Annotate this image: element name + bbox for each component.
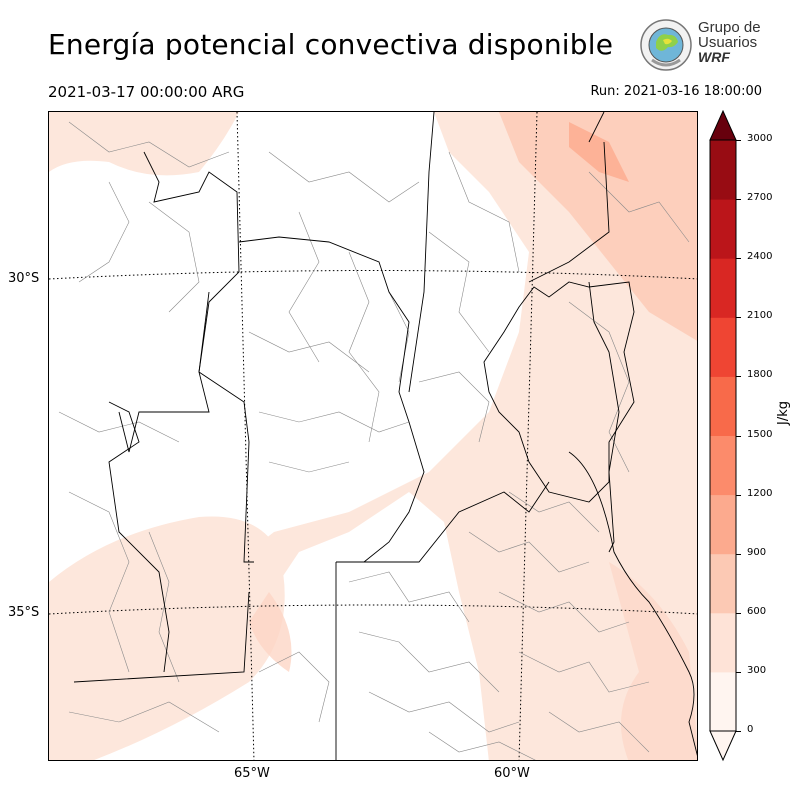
colorbar-tick-mark — [736, 317, 741, 319]
cape-sw — [49, 516, 285, 760]
cape-nw — [49, 112, 239, 176]
boundary-rioplata — [568, 451, 697, 756]
cape-ne-band — [229, 112, 697, 760]
colorbar-tick-label: 600 — [747, 605, 767, 617]
parallel-35s — [49, 604, 697, 615]
lon-label-65w: 65°W — [234, 766, 270, 781]
colorbar-extend-min-arrow — [709, 730, 737, 762]
colorbar-segment — [710, 317, 736, 377]
run-time: Run: 2021-03-16 18:00:00 — [590, 84, 762, 99]
colorbar-extend-max-arrow — [709, 109, 737, 141]
colorbar-segment — [710, 140, 736, 200]
lon-label-60w: 60°W — [494, 766, 530, 781]
colorbar — [706, 109, 740, 766]
colorbar-tick-mark — [736, 199, 741, 201]
meridian-65w — [236, 112, 255, 760]
colorbar-segment — [710, 199, 736, 259]
colorbar-tick-label: 1200 — [747, 487, 773, 499]
colorbar-segment — [710, 553, 736, 614]
colorbar-tick-mark — [736, 553, 741, 555]
boundary-entrerios — [483, 281, 635, 503]
boundary-west-1 — [118, 151, 240, 453]
cape-sw-mid — [249, 592, 292, 672]
logo-line3: WRF — [698, 49, 730, 65]
colorbar-tick-mark — [736, 376, 741, 378]
cape-max — [569, 122, 629, 182]
province-boundaries — [73, 112, 697, 760]
logo-line2: Usuarios — [698, 34, 758, 51]
colorbar-tick-label: 3000 — [747, 133, 773, 144]
lat-label-35s: 35°S — [8, 605, 40, 620]
chart-title: Energía potencial convectiva disponible — [48, 28, 614, 61]
colorbar-unit: J/kg — [776, 401, 791, 425]
cape-se-coast — [609, 562, 697, 760]
colorbar-tick-label: 2400 — [747, 251, 773, 263]
colorbar-tick-mark — [736, 258, 741, 260]
colorbar-segment — [710, 435, 736, 496]
logo-line1: Grupo de — [698, 19, 761, 36]
colorbar-segment — [710, 376, 736, 436]
colorbar-segment — [710, 671, 736, 732]
colorbar-tick-mark — [736, 140, 741, 141]
cape-shading — [49, 112, 697, 760]
boundary-uruguay — [528, 112, 610, 283]
cape-east-core — [499, 112, 697, 341]
colorbar-tick-label: 2700 — [747, 192, 773, 204]
colorbar-tick-label: 1500 — [747, 428, 773, 440]
colorbar-segment — [710, 258, 736, 318]
colorbar-tick-mark — [736, 731, 741, 732]
colorbar-tick-label: 0 — [747, 724, 754, 735]
colorbar-tick-mark — [736, 435, 741, 437]
graticule — [49, 112, 697, 760]
colorbar-tick-mark — [736, 671, 741, 673]
boundary-cordoba-w — [198, 291, 254, 563]
valid-time: 2021-03-17 00:00:00 ARG — [48, 83, 245, 101]
globe-icon — [640, 19, 692, 71]
colorbar-tick-label: 300 — [747, 664, 767, 676]
boundary-mendoza — [108, 401, 170, 673]
colorbar-tick-label: 1800 — [747, 369, 773, 381]
boundary-cordoba-n — [238, 236, 425, 563]
boundary-ba-n — [336, 481, 550, 563]
map-panel[interactable] — [48, 111, 698, 761]
lat-label-30s: 30°S — [8, 271, 40, 286]
colorbar-segment — [710, 494, 736, 555]
colorbar-segment — [710, 612, 736, 673]
cape-map — [49, 112, 697, 760]
wrf-logo: Grupo de Usuarios WRF — [638, 18, 778, 72]
colorbar-tick-label: 900 — [747, 546, 767, 558]
colorbar-svg — [709, 109, 737, 762]
boundary-uruguay-river — [588, 281, 620, 553]
colorbar-tick-label: 2100 — [747, 310, 773, 322]
boundary-santafe — [408, 112, 435, 393]
department-boundaries — [58, 121, 690, 760]
colorbar-tick-mark — [736, 612, 741, 614]
boundary-pampa-s — [73, 591, 250, 683]
colorbar-tick-mark — [736, 494, 741, 496]
parallel-30s — [49, 270, 697, 280]
meridian-60w — [518, 112, 538, 760]
